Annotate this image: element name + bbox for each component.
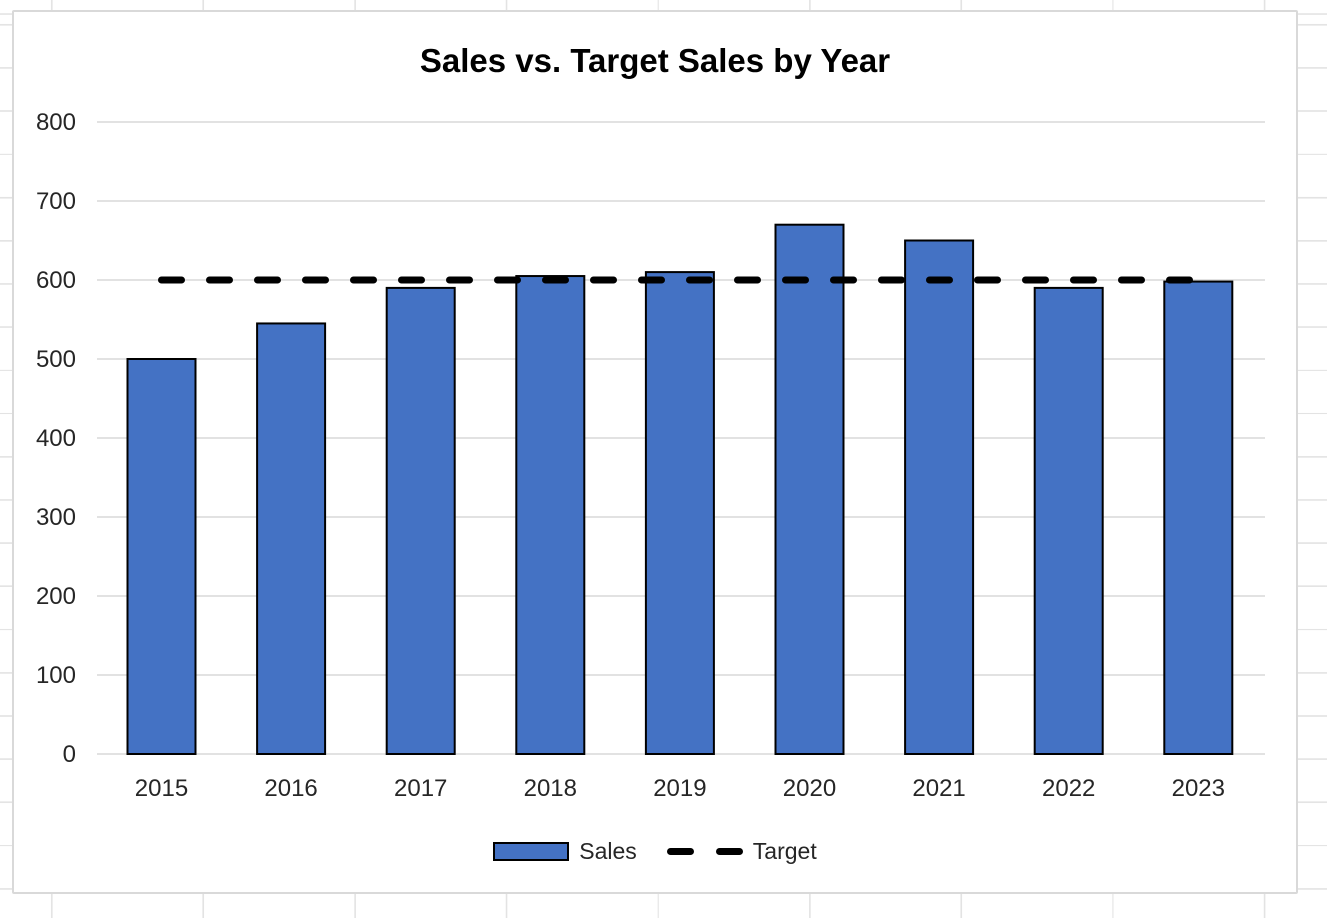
y-tick-label-700: 700 bbox=[36, 188, 76, 215]
x-tick-label-2017: 2017 bbox=[394, 775, 447, 802]
chart-legend[interactable]: Sales Target bbox=[14, 836, 1296, 866]
x-tick-label-2019: 2019 bbox=[653, 775, 706, 802]
chart-title[interactable]: Sales vs. Target Sales by Year bbox=[419, 42, 891, 79]
x-tick-label-2023: 2023 bbox=[1172, 775, 1225, 802]
x-tick-label-2018: 2018 bbox=[524, 775, 577, 802]
y-tick-label-200: 200 bbox=[36, 583, 76, 610]
legend-sales-label: Sales bbox=[579, 837, 637, 864]
y-tick-label-100: 100 bbox=[36, 662, 76, 689]
y-tick-label-500: 500 bbox=[36, 346, 76, 373]
x-tick-label-2015: 2015 bbox=[135, 775, 188, 802]
bar-2022[interactable] bbox=[1033, 286, 1104, 755]
bar-2019[interactable] bbox=[644, 271, 715, 755]
y-tick-label-400: 400 bbox=[36, 425, 76, 452]
plot-svg: 0 100 200 300 400 500 600 700 800 2015 2016 2017 201… bbox=[36, 109, 1265, 802]
bar-2016[interactable] bbox=[256, 322, 327, 755]
bar-2017[interactable] bbox=[385, 286, 456, 755]
bar-2020[interactable] bbox=[774, 223, 845, 755]
bar-2015[interactable] bbox=[126, 358, 197, 755]
bar-2021[interactable] bbox=[904, 239, 975, 755]
x-tick-label-2022: 2022 bbox=[1042, 775, 1095, 802]
y-tick-label-0: 0 bbox=[63, 741, 76, 768]
y-tick-label-800: 800 bbox=[36, 109, 76, 136]
target-dash-icon bbox=[666, 847, 743, 855]
legend-item-target[interactable]: Target bbox=[666, 837, 817, 865]
y-tick-label-600: 600 bbox=[36, 267, 76, 294]
x-tick-label-2016: 2016 bbox=[264, 775, 317, 802]
bar-2023[interactable] bbox=[1163, 280, 1234, 755]
bar-2018[interactable] bbox=[515, 275, 586, 755]
x-tick-label-2020: 2020 bbox=[783, 775, 836, 802]
sales-swatch-icon bbox=[493, 841, 570, 861]
chart-container[interactable]: 0 100 200 300 400 500 600 700 800 2015 2016 2017 201… bbox=[12, 10, 1298, 894]
y-tick-label-300: 300 bbox=[36, 504, 76, 531]
legend-item-sales[interactable]: Sales bbox=[493, 838, 637, 865]
x-tick-label-2021: 2021 bbox=[912, 775, 965, 802]
legend-target-label: Target bbox=[752, 837, 817, 864]
